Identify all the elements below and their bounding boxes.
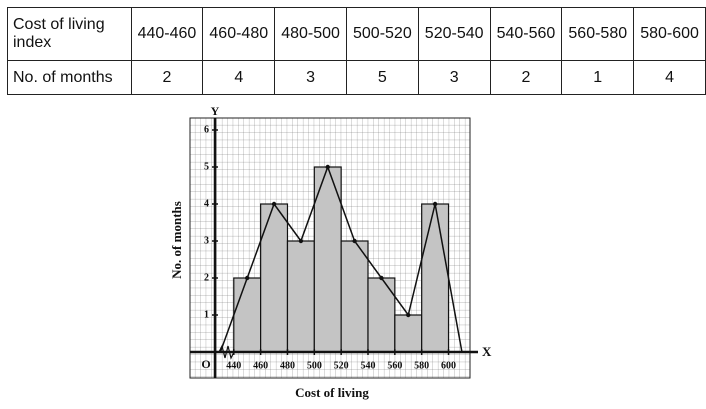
table-cell: 540-560 — [489, 7, 563, 61]
polygon-point — [298, 238, 304, 244]
y-tick-label: 1 — [204, 309, 209, 320]
x-axis-label: Cost of living — [295, 385, 369, 400]
polygon-point — [432, 201, 438, 207]
row-header: No. of months — [7, 60, 132, 95]
y-tick-label: 4 — [204, 198, 209, 209]
table-cell: 440-460 — [130, 7, 204, 61]
table-cell: 4 — [633, 60, 706, 95]
bar — [313, 166, 342, 353]
table-cell: 3 — [417, 60, 491, 95]
x-tick-label: 540 — [361, 360, 376, 371]
polygon-point — [379, 275, 384, 281]
bar — [340, 240, 369, 353]
x-tick-label: 520 — [334, 360, 349, 371]
x-tick-label: 560 — [387, 360, 402, 371]
bar — [367, 277, 396, 353]
bar — [394, 314, 423, 353]
table-cell: 5 — [345, 60, 419, 95]
table-row: No. of months 2 4 3 5 3 2 1 4 — [7, 60, 706, 95]
data-table: Cost of living index 440-460 460-480 480-50… — [7, 7, 706, 95]
table-cell: 480-500 — [274, 7, 347, 61]
polygon-point — [352, 238, 357, 244]
y-tick-label: 3 — [204, 235, 209, 246]
bar — [260, 203, 289, 353]
y-axis-name: Y — [211, 104, 220, 118]
polygon-point — [325, 164, 330, 170]
polygon-point — [245, 275, 250, 281]
polygon-end — [434, 203, 463, 353]
bar — [286, 240, 315, 353]
table-cell: 560-580 — [561, 7, 635, 61]
y-tick-label: 2 — [204, 272, 209, 283]
x-tick-label: 480 — [280, 360, 295, 371]
table-cell: 460-480 — [202, 7, 276, 61]
x-axis-name: X — [482, 344, 492, 359]
polygon-point — [406, 312, 411, 318]
y-tick-label: 6 — [204, 124, 209, 135]
bar — [421, 203, 450, 353]
x-tick-label: 580 — [414, 360, 429, 371]
bar — [233, 277, 262, 353]
x-tick-label: 460 — [253, 360, 268, 371]
table-cell: 2 — [130, 60, 204, 95]
origin-label: O — [201, 357, 210, 371]
frequency-polygon — [246, 164, 436, 317]
y-tick-label: 5 — [204, 161, 209, 172]
polygon-point — [271, 201, 277, 207]
table-cell: 3 — [274, 60, 347, 95]
x-tick-label: 440 — [226, 360, 241, 371]
axis-break — [218, 344, 235, 360]
table-row: Cost of living index 440-460 460-480 480-50… — [7, 7, 706, 61]
x-tick-label: 600 — [441, 360, 456, 371]
y-axis-label: No. of months — [169, 201, 184, 279]
x-tick-label: 500 — [307, 360, 322, 371]
row-header: Cost of living index — [7, 7, 132, 61]
table-cell: 520-540 — [417, 7, 491, 61]
table-cell: 1 — [561, 60, 635, 95]
table-cell: 2 — [489, 60, 563, 95]
table-cell: 4 — [202, 60, 276, 95]
polygon-end — [219, 277, 248, 353]
